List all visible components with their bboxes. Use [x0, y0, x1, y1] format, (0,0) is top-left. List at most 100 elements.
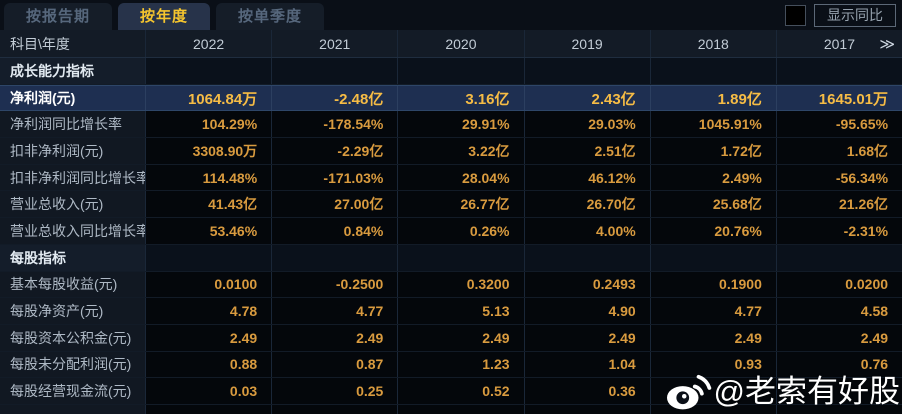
cell-value: 21.26亿	[775, 191, 902, 218]
cell-value	[649, 404, 776, 414]
row-label: 每股资本公积金(元)	[0, 324, 145, 351]
year-header-2020: 2020	[397, 30, 524, 57]
cell-value: 0.88	[145, 351, 272, 378]
cell-value: 1645.01万	[775, 85, 902, 111]
cell-value: 0.0200	[775, 271, 902, 298]
cell-value: 1.72亿	[649, 138, 776, 164]
table-row[interactable]: 每股未分配利润(元) 0.88 0.87 1.23 1.04 0.93 0.76	[0, 351, 902, 379]
cell-value: 1.89亿	[649, 85, 776, 111]
row-label: 每股指标	[0, 244, 145, 271]
financial-table: 科目\年度 2022 2021 2020 2019 2018 2017 ≫ 成长能力指标 净利…	[0, 30, 902, 414]
table-row[interactable]: 扣非净利润(元) 3308.90万 -2.29亿 3.22亿 2.51亿 1.72亿 1.6…	[0, 138, 902, 165]
table-row[interactable]: 每股经营现金流(元) 0.03 0.25 0.52 0.36	[0, 378, 902, 405]
cell-value: 4.58	[775, 298, 902, 324]
cell-value: 104.29%	[145, 111, 272, 138]
cell-value	[649, 378, 776, 404]
cell-value: -0.2500	[271, 271, 398, 298]
cell-value: 0.1900	[649, 271, 776, 298]
table-row[interactable]: 每股净资产(元) 4.78 4.77 5.13 4.90 4.77 4.58	[0, 298, 902, 325]
cell-value	[271, 58, 398, 84]
cell-value	[397, 244, 524, 271]
row-label: 每股净资产(元)	[0, 298, 145, 324]
cell-value	[649, 244, 776, 271]
table-row[interactable]: 每股资本公积金(元) 2.49 2.49 2.49 2.49 2.49 2.49	[0, 324, 902, 352]
cell-value: 1045.91%	[649, 111, 776, 138]
cell-value: 25.68亿	[649, 191, 776, 218]
cell-value	[649, 58, 776, 84]
cell-value: -2.48亿	[271, 85, 398, 111]
cell-value	[145, 58, 272, 84]
cell-value: 0.2493	[523, 271, 650, 298]
cell-value	[145, 244, 272, 271]
row-label: 每股未分配利润(元)	[0, 351, 145, 378]
cell-value: 2.49%	[649, 164, 776, 191]
cell-value: 0.84%	[271, 218, 398, 244]
year-header-2022: 2022	[145, 30, 272, 57]
cell-value: 5.13	[397, 298, 524, 324]
row-label: 成长能力指标	[0, 58, 145, 84]
cell-value: 2.51亿	[523, 138, 650, 164]
cell-value: 3308.90万	[145, 138, 272, 164]
table-row[interactable]: 每股指标	[0, 244, 902, 272]
show-yoy-checkbox[interactable]	[785, 5, 806, 26]
cell-value: -178.54%	[271, 111, 398, 138]
cell-value	[271, 244, 398, 271]
table-row[interactable]: 扣非净利润同比增长率 114.48% -171.03% 28.04% 46.12% 2.4…	[0, 164, 902, 192]
cell-value: 0.87	[271, 351, 398, 378]
table-row[interactable]: 净利润同比增长率 104.29% -178.54% 29.91% 29.03% 1045.…	[0, 111, 902, 139]
cell-value: 3.22亿	[397, 138, 524, 164]
cell-value	[775, 58, 902, 84]
cell-value: 0.25	[271, 378, 398, 404]
cell-value	[775, 378, 902, 404]
tab-bar: 按报告期 按年度 按单季度 显示同比	[0, 0, 902, 30]
cell-value: 114.48%	[145, 164, 272, 191]
cell-value: 4.78	[145, 298, 272, 324]
cell-value: 46.12%	[523, 164, 650, 191]
cell-value	[775, 244, 902, 271]
cell-value: 4.77	[271, 298, 398, 324]
cell-value: 1064.84万	[145, 85, 272, 111]
show-yoy-label[interactable]: 显示同比	[814, 4, 896, 27]
cell-value: 27.00亿	[271, 191, 398, 218]
table-row[interactable]: 成长能力指标	[0, 58, 902, 85]
cell-value: 1.68亿	[775, 138, 902, 164]
table-row[interactable]	[0, 404, 902, 414]
cell-value: 0.76	[775, 351, 902, 378]
table-row[interactable]: 营业总收入(元) 41.43亿 27.00亿 26.77亿 26.70亿 25.68亿 21…	[0, 191, 902, 219]
cell-value	[397, 58, 524, 84]
cell-value: 0.52	[397, 378, 524, 404]
tab-by-year[interactable]: 按年度	[118, 3, 211, 30]
table-row[interactable]: 营业总收入同比增长率 53.46% 0.84% 0.26% 4.00% 20.76% -2.…	[0, 218, 902, 245]
table-row[interactable]: 净利润(元) 1064.84万 -2.48亿 3.16亿 2.43亿 1.89亿 1645.…	[0, 84, 902, 112]
cell-value: 2.49	[523, 324, 650, 351]
row-label: 扣非净利润(元)	[0, 138, 145, 164]
year-header-2019: 2019	[523, 30, 650, 57]
row-label: 净利润(元)	[0, 85, 145, 111]
cell-value	[523, 58, 650, 84]
cell-value: -2.29亿	[271, 138, 398, 164]
row-label: 扣非净利润同比增长率	[0, 164, 145, 191]
cell-value: 4.00%	[523, 218, 650, 244]
cell-value: 0.0100	[145, 271, 272, 298]
more-years-icon[interactable]: ≫	[879, 35, 896, 53]
table-header: 科目\年度 2022 2021 2020 2019 2018 2017 ≫	[0, 30, 902, 58]
table-body: 成长能力指标 净利润(元) 1064.84万 -2.48亿 3.16亿 2.43亿 1.89…	[0, 58, 902, 414]
table-row[interactable]: 基本每股收益(元) 0.0100 -0.2500 0.3200 0.2493 0.1900…	[0, 271, 902, 299]
cell-value	[397, 404, 524, 414]
row-label: 基本每股收益(元)	[0, 271, 145, 298]
cell-value: -56.34%	[775, 164, 902, 191]
row-label: 净利润同比增长率	[0, 111, 145, 138]
cell-value: -95.65%	[775, 111, 902, 138]
cell-value: 29.91%	[397, 111, 524, 138]
cell-value	[523, 244, 650, 271]
tab-by-quarter[interactable]: 按单季度	[216, 3, 325, 30]
cell-value: 53.46%	[145, 218, 272, 244]
corner-header: 科目\年度	[0, 30, 145, 57]
cell-value: 2.49	[271, 324, 398, 351]
cell-value: 4.90	[523, 298, 650, 324]
year-header-2021: 2021	[271, 30, 398, 57]
cell-value: 4.77	[649, 298, 776, 324]
row-label: 营业总收入同比增长率	[0, 218, 145, 244]
tab-by-report-period[interactable]: 按报告期	[4, 3, 113, 30]
